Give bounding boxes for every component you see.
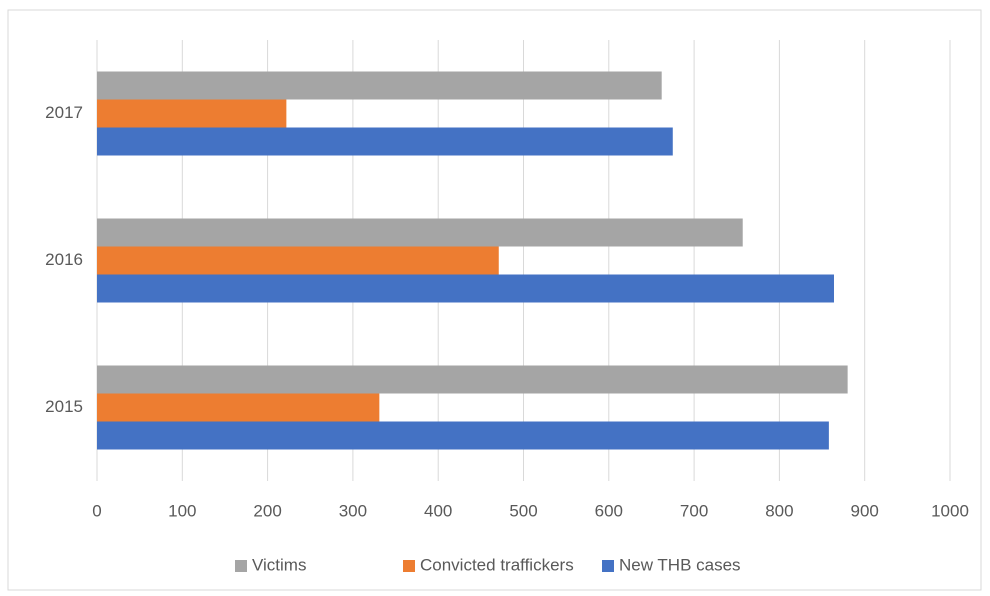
x-tick-label: 100 (168, 501, 196, 520)
x-tick-label: 400 (424, 501, 452, 520)
x-tick-label: 800 (765, 501, 793, 520)
x-tick-label: 700 (680, 501, 708, 520)
x-tick-label: 300 (339, 501, 367, 520)
x-tick-label: 0 (92, 501, 101, 520)
y-tick-label: 2016 (45, 250, 83, 269)
bar (97, 99, 287, 128)
legend-label: New THB cases (619, 555, 741, 574)
legend-label: Convicted traffickers (420, 555, 574, 574)
legend-swatch (602, 560, 614, 572)
y-tick-label: 2017 (45, 103, 83, 122)
bar (97, 421, 829, 450)
bar (97, 365, 848, 394)
legend-swatch (403, 560, 415, 572)
legend-label: Victims (252, 555, 306, 574)
bar (97, 218, 743, 247)
x-tick-label: 1000 (931, 501, 969, 520)
bar (97, 274, 834, 303)
legend-swatch (235, 560, 247, 572)
x-tick-label: 500 (509, 501, 537, 520)
bar (97, 393, 380, 422)
bar (97, 71, 662, 100)
x-tick-label: 900 (851, 501, 879, 520)
bar (97, 246, 499, 275)
bar (97, 127, 673, 156)
x-tick-label: 200 (253, 501, 281, 520)
x-tick-label: 600 (595, 501, 623, 520)
y-tick-label: 2015 (45, 397, 83, 416)
